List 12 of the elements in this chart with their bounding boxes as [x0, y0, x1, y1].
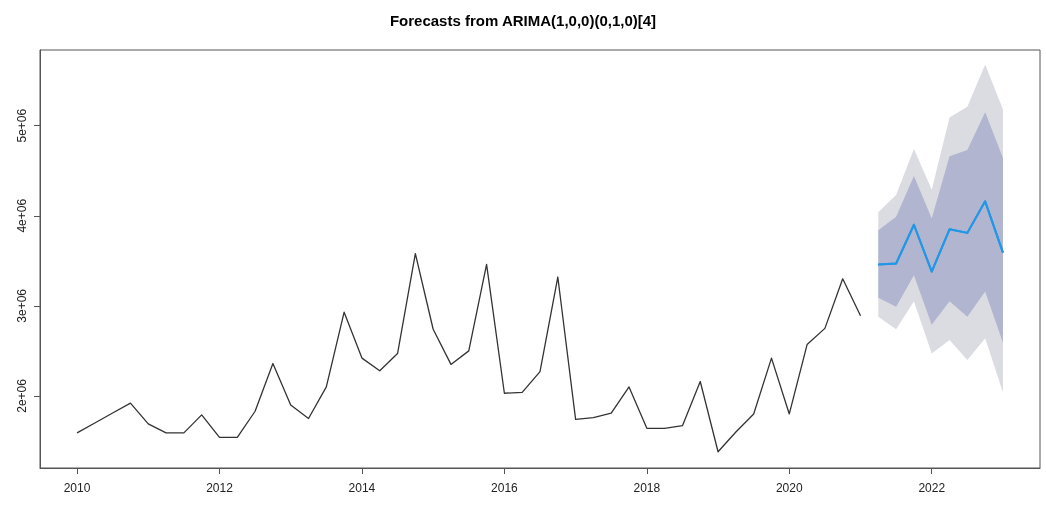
y-tick-label: 5e+06 [15, 108, 29, 143]
chart-title: Forecasts from ARIMA(1,0,0)(0,1,0)[4] [389, 12, 657, 29]
y-tick-label: 2e+06 [15, 378, 29, 413]
x-tick-label: 2014 [348, 481, 376, 495]
x-tick-label: 2010 [63, 481, 91, 495]
x-tick-label: 2020 [775, 481, 803, 495]
x-tick-label: 2022 [918, 481, 946, 495]
x-tick-label: 2012 [206, 481, 234, 495]
x-tick-label: 2018 [633, 481, 661, 495]
x-tick-label: 2016 [491, 481, 519, 495]
y-tick-label: 4e+06 [15, 198, 29, 233]
y-tick-label: 3e+06 [15, 288, 29, 323]
